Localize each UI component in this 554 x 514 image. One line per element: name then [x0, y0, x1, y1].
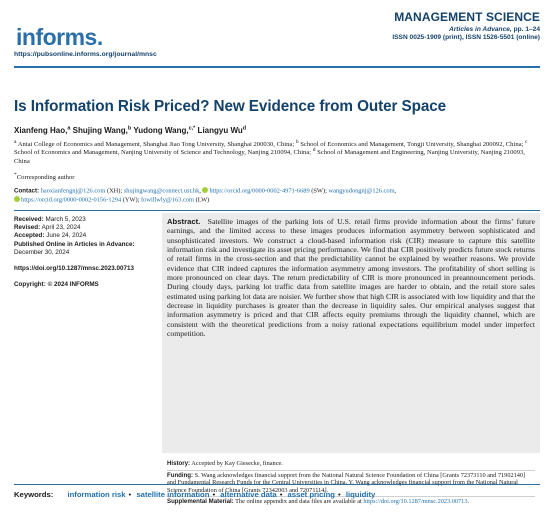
email-link-sw[interactable]: shujingwang@connect.ust.hk: [123, 187, 200, 195]
corresponding-sup: *: [14, 171, 17, 178]
contact-sep: ,: [199, 187, 203, 195]
contact-block: Contact: haoxianfengnj@126.com (XH); shu…: [14, 187, 540, 205]
affiliation-sup: d: [312, 147, 316, 154]
journal-issue: Articles in Advance, pp. 1–24: [392, 26, 540, 33]
orcid-link-yw[interactable]: https://orcid.org/0000-0002-0156-1294: [21, 196, 122, 204]
supplemental-link[interactable]: https://doi.org/10.1287/mnsc.2023.00713: [363, 498, 468, 506]
orcid-icon: [14, 196, 20, 203]
published-value: December 30, 2024: [14, 248, 70, 256]
copyright-notice: Copyright: © 2024 INFORMS: [14, 281, 99, 289]
accepted-label: Accepted:: [14, 232, 45, 240]
keyword-separator: •: [337, 490, 341, 499]
email-link-yw[interactable]: wangyudongnj@126.com: [328, 187, 395, 195]
keyword-link[interactable]: information risk: [67, 490, 126, 499]
email-link-xh[interactable]: haoxianfengnj@126.com: [40, 187, 106, 195]
abstract-text: Satellite images of the parking lots of …: [167, 217, 535, 339]
keyword-link[interactable]: liquidity: [345, 490, 376, 499]
affiliation-text: School of Management and Engineering, Na…: [14, 149, 525, 165]
received-value: March 5, 2023: [43, 216, 86, 223]
revised-date: Revised: April 23, 2024: [14, 224, 159, 232]
journal-url-link[interactable]: https://pubsonline.informs.org/journal/m…: [14, 51, 157, 58]
accepted-value: June 24, 2024: [44, 232, 87, 240]
author-list: Xianfeng Hao,a Shujing Wang,b Yudong Wan…: [14, 126, 246, 135]
abstract: Abstract. Satellite images of the parkin…: [167, 217, 535, 338]
contact-label: Contact:: [14, 187, 40, 195]
contact-tag: (LW): [193, 196, 210, 204]
affiliation-text: Antai College of Economics and Managemen…: [16, 141, 296, 148]
journal-info: MANAGEMENT SCIENCE Articles in Advance, …: [392, 10, 540, 41]
funding-text: S. Wang acknowledges financial support f…: [167, 471, 526, 494]
revised-value: April 23, 2024: [40, 224, 81, 232]
author-name[interactable]: Xianfeng Hao,: [14, 126, 68, 135]
notes: History: Accepted by Kay Giesecke, finan…: [167, 459, 535, 508]
article-title: Is Information Risk Priced? New Evidence…: [14, 98, 447, 115]
affiliations: a Antai College of Economics and Managem…: [14, 138, 539, 166]
history-note: History: Accepted by Kay Giesecke, finan…: [167, 459, 535, 471]
header-divider: [14, 66, 540, 68]
keyword-separator: •: [212, 490, 216, 499]
keywords-label: Keywords:: [14, 490, 54, 499]
revised-label: Revised:: [14, 224, 41, 232]
abstract-heading: Abstract.: [167, 217, 201, 226]
author-sup: d: [242, 125, 247, 132]
abstract-box: Abstract. Satellite images of the parkin…: [162, 213, 540, 453]
accepted-date: Accepted: June 24, 2024: [14, 232, 159, 240]
author-name[interactable]: Liangyu Wu: [195, 126, 243, 135]
author-sup: c,*: [188, 125, 196, 132]
affiliation-sup: a: [14, 138, 17, 145]
keyword-separator: •: [128, 490, 132, 499]
contact-divider: [14, 210, 540, 211]
supplemental-text: The online appendix and data files are a…: [233, 498, 364, 506]
orcid-icon: [202, 187, 209, 193]
published-label: Published Online in Articles in Advance:: [14, 240, 135, 248]
supplemental-label: Supplemental Material:: [167, 498, 234, 506]
affiliation-sup: c: [525, 138, 528, 145]
history-label: History:: [167, 460, 191, 467]
spacer: [14, 257, 159, 265]
author-sup: b: [127, 125, 132, 132]
keyword-link[interactable]: alternative data: [220, 490, 277, 499]
logo-text: informs.: [16, 24, 103, 50]
contact-tag: (YW);: [121, 196, 142, 204]
affiliation-text: School of Economics and Management, Nanj…: [14, 149, 313, 157]
author-sup: a: [67, 125, 71, 132]
keyword-separator: •: [279, 490, 283, 499]
funding-label: Funding:: [167, 471, 194, 479]
author-name[interactable]: Yudong Wang,: [131, 126, 189, 135]
contact-tag: (SW);: [309, 187, 329, 195]
funding-note: Funding: S. Wang acknowledges financial …: [167, 471, 535, 498]
contact-sep: ,: [394, 187, 397, 195]
corresponding-text: Corresponding author: [16, 174, 75, 181]
page-header: informs. https://pubsonline.informs.org/…: [14, 10, 540, 62]
article-history-column: Received: March 5, 2023 Revised: April 2…: [14, 216, 159, 289]
issue-pages: pp. 1–24: [511, 26, 540, 33]
informs-logo[interactable]: informs.: [14, 24, 103, 51]
keyword-link[interactable]: asset pricing: [287, 490, 335, 499]
doi-link[interactable]: https://doi.org/10.1287/mnsc.2023.00713: [14, 265, 135, 273]
affiliation-sup: b: [295, 138, 299, 145]
issue-italic: Articles in Advance,: [448, 26, 512, 33]
author-name[interactable]: Shujing Wang,: [70, 126, 128, 135]
history-text: Accepted by Kay Giesecke, finance.: [190, 460, 283, 467]
received-label: Received:: [14, 216, 44, 223]
received-date: Received: March 5, 2023: [14, 216, 159, 224]
orcid-link-sw[interactable]: https://orcid.org/0000-0002-4971-6689: [209, 187, 310, 195]
keyword-link[interactable]: satellite information: [136, 490, 210, 499]
supplemental-note: Supplemental Material: The online append…: [167, 497, 535, 508]
keywords-divider: [14, 484, 540, 485]
keywords-bar: Keywords: information risk • satellite in…: [14, 490, 375, 499]
journal-name: MANAGEMENT SCIENCE: [394, 10, 540, 24]
supplemental-end: .: [467, 498, 470, 506]
email-link-lw[interactable]: fowillwly@163.com: [141, 196, 194, 204]
published-date: Published Online in Articles in Advance:…: [14, 241, 159, 257]
affiliation-text: School of Economics and Management, Tong…: [298, 141, 526, 148]
notes-box: History: Accepted by Kay Giesecke, finan…: [162, 455, 540, 505]
contact-tag: (XH);: [105, 187, 124, 195]
corresponding-author-note: *Corresponding author: [14, 171, 75, 181]
journal-issn: ISSN 0025-1909 (print), ISSN 1526-5501 (…: [392, 34, 540, 41]
